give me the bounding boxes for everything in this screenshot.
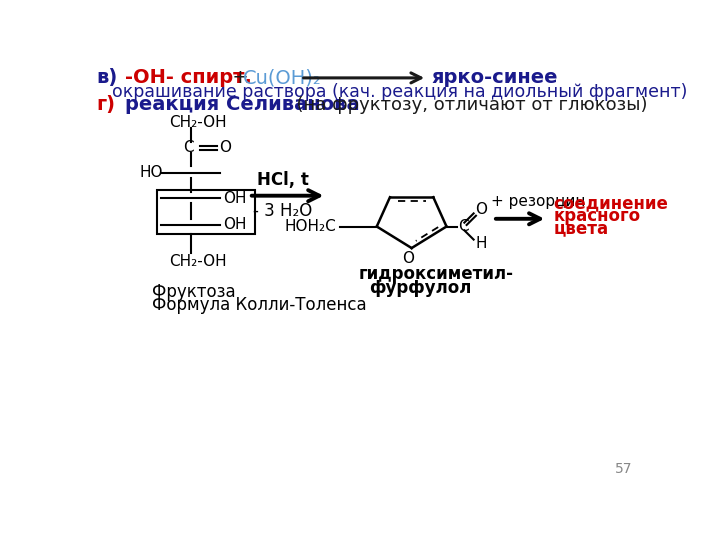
Text: фурфулол: фурфулол bbox=[369, 279, 472, 297]
Text: O: O bbox=[402, 251, 414, 266]
Text: гидроксиметил-: гидроксиметил- bbox=[359, 265, 514, 284]
Text: красного: красного bbox=[554, 207, 641, 225]
Text: CH₂-OH: CH₂-OH bbox=[169, 254, 227, 268]
Text: HO: HO bbox=[140, 165, 163, 180]
Text: C: C bbox=[458, 219, 469, 234]
Text: Фруктоза: Фруктоза bbox=[152, 283, 235, 301]
Text: ярко-синее: ярко-синее bbox=[431, 69, 557, 87]
Text: HCl, t: HCl, t bbox=[256, 171, 308, 190]
Text: Формула Колли-Толенса: Формула Колли-Толенса bbox=[152, 296, 366, 314]
Text: г): г) bbox=[96, 96, 115, 114]
Text: цвета: цвета bbox=[554, 219, 608, 237]
Text: (на фруктозу, отличают от глюкозы): (на фруктозу, отличают от глюкозы) bbox=[285, 96, 648, 114]
Text: реакция Селиванова: реакция Селиванова bbox=[125, 96, 359, 114]
Text: соединение: соединение bbox=[554, 194, 668, 212]
Text: окрашивание раствора (кач. реакция на диольный фрагмент): окрашивание раствора (кач. реакция на ди… bbox=[112, 83, 687, 101]
Text: Cu(OH)₂: Cu(OH)₂ bbox=[243, 69, 321, 87]
Text: CH₂-OH: CH₂-OH bbox=[169, 115, 227, 130]
Text: + резорцин: + резорцин bbox=[492, 194, 586, 210]
Text: O: O bbox=[475, 202, 487, 217]
Text: в): в) bbox=[96, 69, 117, 87]
Text: +: + bbox=[225, 69, 255, 87]
Text: OH: OH bbox=[223, 191, 247, 206]
Text: HOH₂C: HOH₂C bbox=[284, 219, 336, 234]
Text: C: C bbox=[183, 140, 194, 156]
Text: 57: 57 bbox=[615, 462, 632, 476]
Bar bbox=[158, 190, 255, 234]
Text: OH: OH bbox=[223, 218, 247, 232]
Text: -ОН- спирт.: -ОН- спирт. bbox=[125, 69, 252, 87]
Text: H: H bbox=[475, 236, 487, 251]
Text: O: O bbox=[219, 140, 230, 156]
Text: - 3 H₂O: - 3 H₂O bbox=[253, 202, 312, 220]
